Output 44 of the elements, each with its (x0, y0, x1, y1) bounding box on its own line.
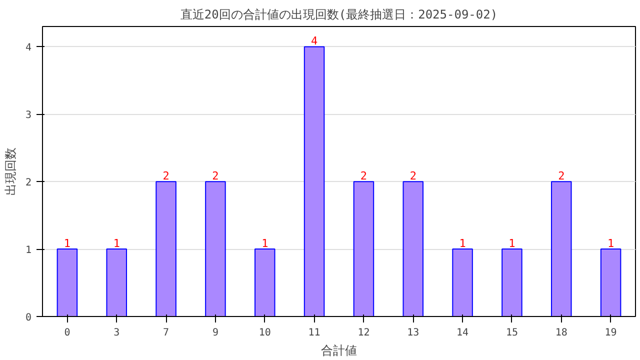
data-label: 1 (459, 237, 466, 250)
data-label: 4 (310, 34, 318, 48)
bar (353, 181, 374, 316)
y-tick-label: 0 (25, 312, 32, 324)
data-label: 1 (262, 237, 268, 250)
data-label: 2 (410, 170, 416, 183)
bar (502, 248, 522, 316)
chart-title: 直近20回の合計値の出現回数(最終抽選日：2025-09-02) (180, 8, 498, 22)
y-tick-label: 1 (25, 245, 32, 256)
x-tick-label: 14 (456, 328, 469, 338)
x-tick-label: 19 (604, 328, 617, 338)
data-label: 2 (360, 170, 368, 183)
data-label: 1 (64, 237, 71, 250)
x-tick-label: 11 (308, 328, 320, 338)
x-axis-title: 合計値 (321, 344, 357, 358)
data-label: 2 (212, 170, 219, 183)
bar (452, 248, 473, 316)
bar (156, 181, 176, 316)
y-axis-title: 出現回数 (3, 148, 18, 196)
bar (106, 248, 128, 316)
x-tick-label: 10 (258, 328, 271, 338)
data-label: 2 (162, 170, 170, 183)
bar (402, 181, 424, 316)
x-tick-label: 0 (64, 328, 70, 338)
bar (550, 181, 572, 316)
y-tick-label: 4 (25, 42, 32, 54)
bar (304, 46, 325, 316)
x-tick-label: 7 (163, 328, 170, 338)
y-tick-label: 3 (25, 110, 32, 122)
x-tick-label: 13 (407, 328, 420, 338)
bar (254, 248, 276, 316)
x-tick-label: 18 (555, 328, 568, 338)
y-tick-label: 2 (25, 178, 32, 189)
data-label: 1 (113, 237, 120, 250)
x-tick-label: 3 (114, 328, 120, 338)
bar (205, 181, 226, 316)
x-tick-label: 15 (506, 328, 518, 338)
data-label: 1 (508, 237, 516, 250)
x-tick-label: 9 (212, 328, 218, 338)
data-label: 1 (607, 237, 614, 250)
data-label: 2 (558, 170, 565, 183)
x-tick-label: 12 (358, 328, 370, 338)
bar (600, 248, 622, 316)
bar (56, 248, 78, 316)
